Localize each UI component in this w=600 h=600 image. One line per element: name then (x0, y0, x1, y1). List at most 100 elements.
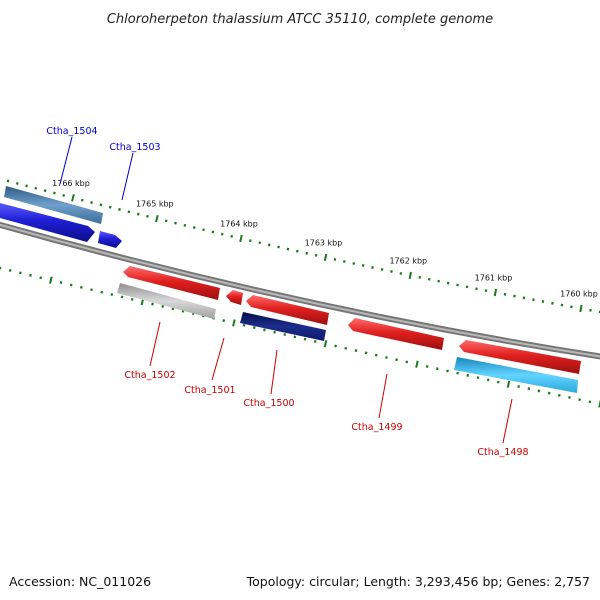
ruler-minor-tick (108, 205, 112, 209)
gene-ctha-1502-track[interactable] (117, 283, 216, 319)
ruler-minor-tick (6, 179, 10, 183)
gene-ctha-1504-arrow[interactable] (0, 203, 95, 242)
ruler-minor-tick (314, 253, 318, 257)
gene-ctha-1500-arrow[interactable] (246, 295, 329, 325)
ruler-minor-tick (249, 239, 252, 243)
ruler-minor-tick (69, 283, 73, 287)
ruler-minor-tick (192, 226, 196, 229)
ruler-minor-tick (446, 281, 450, 285)
ruler-minor-tick (374, 353, 378, 357)
ruler-minor-tick (90, 288, 93, 292)
ruler-minor-tick (537, 389, 541, 393)
ruler-minor-tick (242, 323, 246, 327)
gene-ctha-1499-label[interactable]: Ctha_1499 (351, 422, 402, 433)
ruler-minor-tick (43, 189, 47, 193)
ruler-minor-tick (305, 251, 309, 255)
ruler-minor-tick (80, 285, 83, 289)
ruler-minor-tick (230, 234, 233, 238)
gene-ctha-1503-arrow[interactable] (98, 231, 122, 248)
ruler-minor-tick (211, 230, 215, 234)
ruler-minor-tick (283, 333, 287, 336)
ruler-minor-tick (446, 369, 449, 373)
ruler-minor-tick (334, 344, 337, 348)
ruler-minor-tick (405, 360, 409, 364)
ruler-minor-tick (100, 290, 104, 294)
ruler-tick-label: 1763 kbp (305, 238, 343, 247)
ruler-minor-tick (390, 270, 393, 273)
ruler-minor-tick (425, 365, 429, 368)
ruler-minor-tick (551, 301, 554, 305)
ruler-minor-tick (303, 337, 307, 341)
ruler-minor-tick (435, 367, 439, 371)
gene-ctha-1502-label[interactable]: Ctha_1502 (124, 370, 175, 381)
ruler-minor-tick (118, 208, 121, 211)
ruler-minor-tick (110, 293, 114, 296)
ruler-major-tick (323, 253, 328, 262)
ruler-minor-tick (53, 191, 56, 195)
accession-text: Accession: NC_011026 (9, 574, 151, 589)
ruler-minor-tick (364, 351, 368, 355)
ruler-minor-tick (456, 371, 459, 375)
ruler-minor-tick (99, 203, 103, 207)
gene-ctha-1504-leader (59, 136, 73, 185)
ruler-minor-tick (541, 300, 545, 303)
ruler-major-tick (155, 214, 159, 223)
ruler-minor-tick (164, 219, 168, 223)
ruler-minor-tick (202, 228, 205, 232)
ruler-minor-tick (59, 281, 63, 284)
ruler-minor-tick (371, 266, 374, 269)
ruler-minor-tick (517, 385, 520, 388)
gene-callouts: Ctha_1504 Ctha_1503 Ctha_1502 Ctha_1501 … (46, 126, 528, 458)
ruler-minor-tick (263, 328, 266, 332)
ruler-minor-tick (399, 272, 403, 275)
gene-ctha-1504-track[interactable] (4, 186, 103, 224)
gene-ctha-1501-arrow[interactable] (226, 290, 243, 305)
ruler-major-tick (232, 319, 236, 327)
gene-arrows (0, 203, 581, 374)
ruler-minor-tick (39, 276, 43, 280)
ruler-minor-tick (437, 279, 440, 283)
ruler-minor-tick (558, 393, 561, 397)
ruler-minor-tick (578, 398, 581, 402)
ruler-major-tick (323, 340, 328, 348)
ruler-minor-tick (29, 273, 32, 277)
gene-ctha-1504-label[interactable]: Ctha_1504 (46, 126, 97, 137)
gene-ctha-1498-arrow[interactable] (459, 340, 581, 374)
ruler-minor-tick (532, 298, 535, 302)
ruler-minor-tick (222, 319, 226, 323)
ruler-minor-tick (354, 349, 358, 353)
gene-ctha-1500-track[interactable] (240, 312, 326, 341)
gene-ctha-1501-leader (211, 337, 225, 381)
ruler-major-tick (408, 271, 412, 280)
gene-ctha-1501-label[interactable]: Ctha_1501 (184, 385, 235, 396)
gene-ctha-1498-track[interactable] (454, 357, 578, 393)
ruler-minor-tick (293, 335, 297, 339)
ruler-minor-tick (352, 262, 356, 265)
ruler-minor-tick (34, 186, 38, 190)
gene-ctha-1499-arrow[interactable] (348, 318, 444, 350)
ruler-minor-tick (295, 249, 299, 253)
ruler-minor-tick (25, 184, 28, 188)
ruler-minor-tick (8, 269, 12, 272)
gene-ctha-1502-arrow[interactable] (123, 266, 220, 300)
gene-ctha-1498-label[interactable]: Ctha_1498 (477, 447, 528, 458)
ruler-minor-tick (171, 307, 175, 311)
ruler-tick-label: 1762 kbp (389, 256, 427, 265)
ruler-tick-label: 1764 kbp (220, 220, 258, 229)
map-title: Chloroherpeton thalassium ATCC 35110, co… (107, 12, 493, 27)
ruler-minor-tick (127, 210, 131, 214)
ruler-minor-tick (277, 245, 280, 249)
genome-backbone-highlight (0, 223, 600, 358)
genome-backbone (0, 221, 600, 360)
ruler-minor-tick (476, 376, 480, 380)
ruler-major-tick (239, 234, 243, 243)
ruler-minor-tick (151, 302, 154, 306)
ruler-major-tick (493, 288, 498, 297)
ruler-minor-tick (361, 264, 365, 267)
gene-ctha-1500-label[interactable]: Ctha_1500 (243, 398, 294, 409)
gene-ctha-1502-leader (149, 321, 161, 367)
ruler-minor-tick (19, 271, 22, 275)
genome-summary-text: Topology: circular; Length: 3,293,456 bp… (246, 574, 590, 589)
gene-ctha-1503-label[interactable]: Ctha_1503 (109, 142, 160, 153)
